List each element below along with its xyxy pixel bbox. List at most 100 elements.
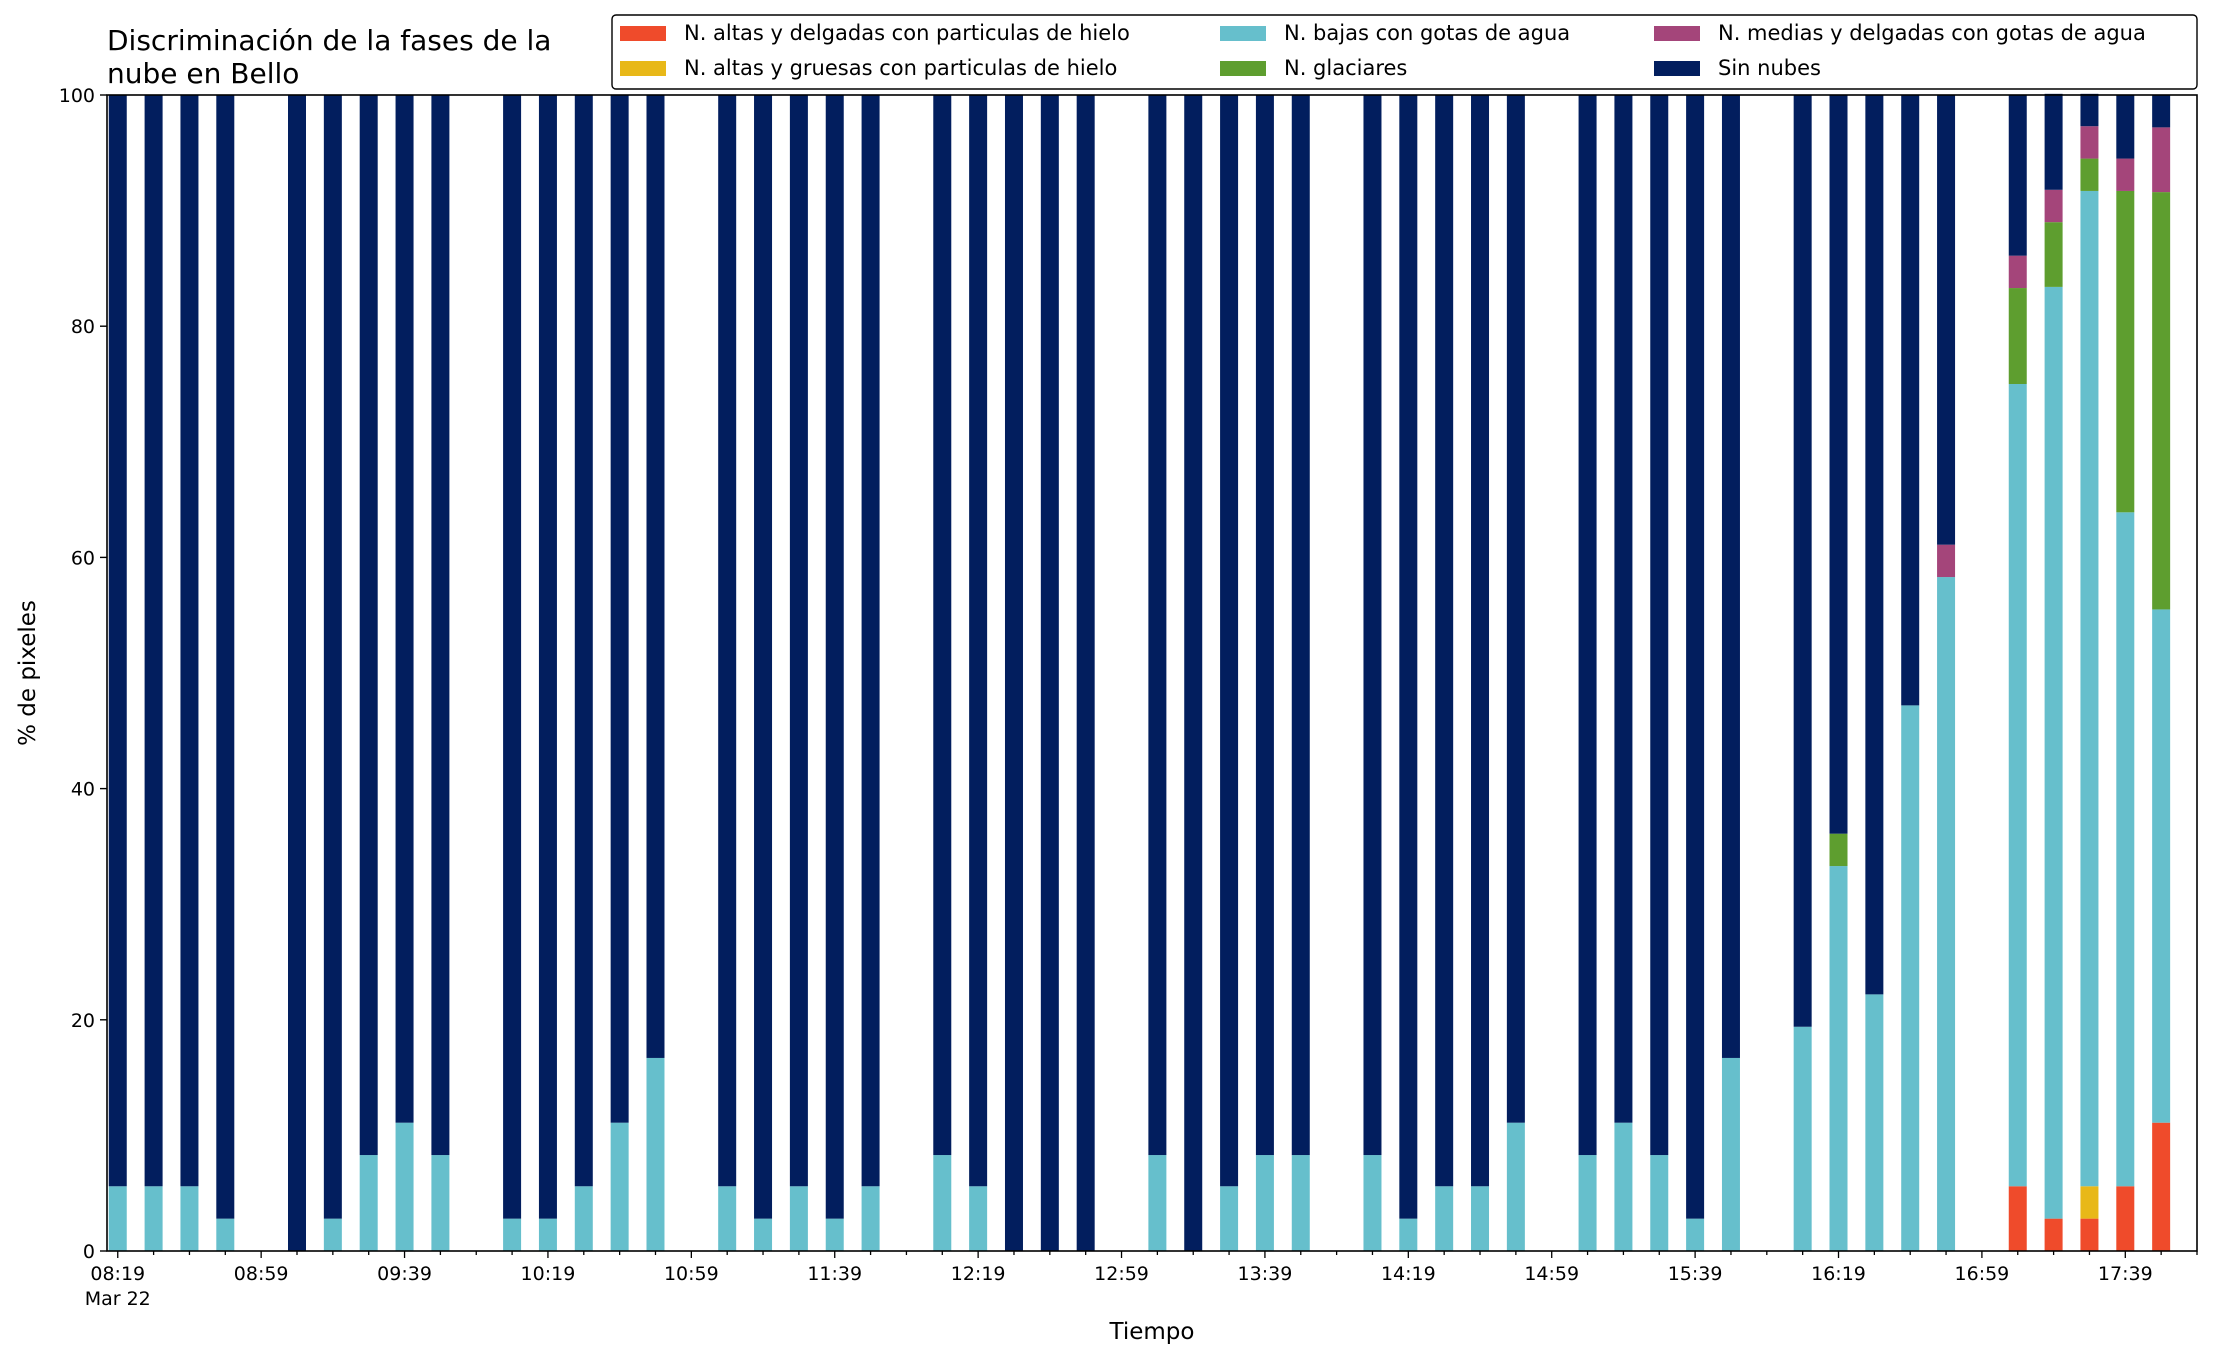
bar-segment-n-bajas-con-gotas-de-agua-1009: [503, 1218, 522, 1251]
bar-segment-n-bajas-con-gotas-de-agua-1439: [1471, 1186, 1490, 1251]
bar-segment-n-bajas-con-gotas-de-agua-1139: [825, 1218, 844, 1251]
bar-segment-n-bajas-con-gotas-de-agua-1019: [538, 1218, 557, 1251]
bar-segment-sin-nubes-1349: [1291, 95, 1310, 1156]
bar-segment-n-bajas-con-gotas-de-agua-1509: [1578, 1155, 1597, 1251]
bar-segment-n-bajas-con-gotas-de-agua-1449: [1506, 1122, 1525, 1251]
bar-segment-n-bajas-con-gotas-de-agua-0939: [395, 1122, 414, 1251]
bar-segment-n-glaciares-1729: [2080, 158, 2099, 191]
bar-segment-sin-nubes-1739: [2116, 95, 2135, 159]
bar-segment-n-altas-y-delgadas-con-particulas-de-hielo-1739: [2116, 1186, 2135, 1251]
bar-segment-sin-nubes-1109: [718, 95, 737, 1187]
bar-segment-n-bajas-con-gotas-de-agua-1309: [1148, 1155, 1167, 1251]
bar-segment-sin-nubes-1749: [2152, 95, 2171, 128]
legend-box: [611, 14, 2198, 90]
bar-segment-sin-nubes-1519: [1614, 95, 1633, 1123]
bar-segment-sin-nubes-1119: [754, 95, 773, 1219]
chart-title-line-1: Discriminación de la fases de la: [107, 24, 551, 57]
bar-segment-n-glaciares-1749: [2152, 192, 2171, 610]
bar-segment-n-bajas-con-gotas-de-agua-1619: [1829, 866, 1848, 1251]
legend-label: N. altas y gruesas con particulas de hie…: [684, 56, 1117, 80]
bar-segment-n-bajas-con-gotas-de-agua-1149: [861, 1186, 880, 1251]
bar-segment-sin-nubes-1149: [861, 95, 880, 1187]
x-tick-label-1259: 12:59: [1094, 1263, 1149, 1285]
bar-segment-n-bajas-con-gotas-de-agua-0849: [216, 1218, 235, 1251]
bar-segment-sin-nubes-1429: [1435, 95, 1454, 1187]
bar-segment-n-altas-y-delgadas-con-particulas-de-hielo-1709: [2008, 1186, 2027, 1251]
bar-segment-sin-nubes-1539: [1686, 95, 1705, 1219]
bar-segment-n-bajas-con-gotas-de-agua-1039: [610, 1122, 629, 1251]
x-axis-title: Tiempo: [1109, 1319, 1195, 1345]
x-tick-label-1059: 10:59: [664, 1263, 719, 1285]
y-tick-label-100: 100: [59, 85, 95, 107]
bar-segment-n-bajas-con-gotas-de-agua-1349: [1291, 1155, 1310, 1251]
bar-segment-n-bajas-con-gotas-de-agua-1709: [2008, 384, 2027, 1187]
bar-segment-n-bajas-con-gotas-de-agua-1329: [1220, 1186, 1239, 1251]
bar-segment-sin-nubes-1329: [1220, 95, 1239, 1187]
bar-segment-sin-nubes-0839: [180, 95, 199, 1187]
y-axis: 0 20 40 60 80 100: [59, 85, 107, 1263]
x-tick-label-0819: 08:19: [90, 1263, 145, 1285]
legend-swatch: [1220, 26, 1266, 41]
bar-segment-n-altas-y-gruesas-con-particulas-de-hielo-1729: [2080, 1186, 2099, 1219]
bar-segment-n-bajas-con-gotas-de-agua-1129: [789, 1186, 808, 1251]
bar-segment-n-altas-y-delgadas-con-particulas-de-hielo-1749: [2152, 1122, 2171, 1251]
bar-segment-n-bajas-con-gotas-de-agua-1409: [1363, 1155, 1382, 1251]
bar-segment-n-bajas-con-gotas-de-agua-1739: [2116, 512, 2135, 1187]
bar-segment-n-bajas-con-gotas-de-agua-1209: [933, 1155, 952, 1251]
bar-segment-sin-nubes-1249: [1076, 95, 1095, 1251]
bar-segment-n-bajas-con-gotas-de-agua-1529: [1650, 1155, 1669, 1251]
bar-segment-n-bajas-con-gotas-de-agua-1109: [718, 1186, 737, 1251]
chart-title: Discriminación de la fases de la nube en…: [107, 24, 551, 90]
bar-segment-sin-nubes-1319: [1184, 95, 1203, 1251]
bar-segment-n-bajas-con-gotas-de-agua-1049: [646, 1057, 665, 1251]
bar-segment-n-glaciares-1719: [2044, 222, 2063, 287]
x-tick-label-1659: 16:59: [1955, 1263, 2010, 1285]
bar-segment-n-medias-y-delgadas-con-gotas-de-agua-1729: [2080, 126, 2099, 159]
bar-segment-sin-nubes-1439: [1471, 95, 1490, 1187]
bar-segment-sin-nubes-0849: [216, 95, 235, 1219]
x-tick-label-1339: 13:39: [1238, 1263, 1293, 1285]
legend-item-sin-nubes: Sin nubes: [1654, 56, 1821, 80]
bar-segment-n-bajas-con-gotas-de-agua-0929: [359, 1155, 378, 1251]
legend-swatch: [620, 61, 666, 76]
bar-segment-sin-nubes-1019: [538, 95, 557, 1219]
x-tick-label-1459: 14:59: [1524, 1263, 1579, 1285]
bar-segment-n-bajas-con-gotas-de-agua-0919: [323, 1218, 342, 1251]
bar-segment-n-medias-y-delgadas-con-gotas-de-agua-1719: [2044, 189, 2063, 223]
bar-segment-n-bajas-con-gotas-de-agua-0819: [108, 1186, 127, 1251]
y-tick-label-40: 40: [71, 779, 95, 801]
bar-segment-sin-nubes-1009: [503, 95, 522, 1219]
legend-label: N. glaciares: [1284, 56, 1407, 80]
legend-swatch: [620, 26, 666, 41]
bar-segment-sin-nubes-1529: [1650, 95, 1669, 1156]
bar-segment-sin-nubes-1719: [2044, 93, 2063, 190]
bar-segment-n-bajas-con-gotas-de-agua-0829: [144, 1186, 163, 1251]
bar-segment-sin-nubes-1639: [1901, 95, 1920, 706]
bar-segment-n-bajas-con-gotas-de-agua-1749: [2152, 609, 2171, 1123]
x-tick-label-1619: 16:19: [1811, 1263, 1866, 1285]
bar-segment-sin-nubes-0929: [359, 95, 378, 1156]
legend-item-n-altas-y-gruesas-con-particulas-de-hielo: N. altas y gruesas con particulas de hie…: [620, 56, 1117, 80]
x-tick-label-0939: 09:39: [377, 1263, 432, 1285]
legend-swatch: [1220, 61, 1266, 76]
chart-title-line-2: nube en Bello: [107, 57, 299, 90]
bar-segment-n-bajas-con-gotas-de-agua-1639: [1901, 705, 1920, 1251]
bar-segment-n-bajas-con-gotas-de-agua-1219: [969, 1186, 988, 1251]
y-tick-label-60: 60: [71, 547, 95, 569]
bar-segment-sin-nubes-1509: [1578, 95, 1597, 1156]
bar-segment-sin-nubes-0909: [288, 95, 306, 1251]
bar-segment-sin-nubes-1729: [2080, 93, 2099, 127]
bar-segment-n-medias-y-delgadas-con-gotas-de-agua-1709: [2008, 255, 2027, 289]
bar-segment-sin-nubes-1609: [1793, 95, 1812, 1027]
bar-segment-sin-nubes-1629: [1865, 95, 1884, 995]
y-axis-title: % de pixeles: [15, 600, 41, 746]
legend-item-n-bajas-con-gotas-de-agua: N. bajas con gotas de agua: [1220, 21, 1570, 45]
x-date-label: Mar 22: [85, 1288, 151, 1310]
bar-segment-sin-nubes-0939: [395, 95, 414, 1123]
bar-segment-sin-nubes-0949: [431, 95, 450, 1156]
bar-segment-sin-nubes-1649: [1937, 95, 1956, 545]
legend-label: Sin nubes: [1718, 56, 1821, 80]
bar-segment-sin-nubes-1409: [1363, 95, 1382, 1156]
bar-segment-n-glaciares-1619: [1829, 833, 1848, 867]
